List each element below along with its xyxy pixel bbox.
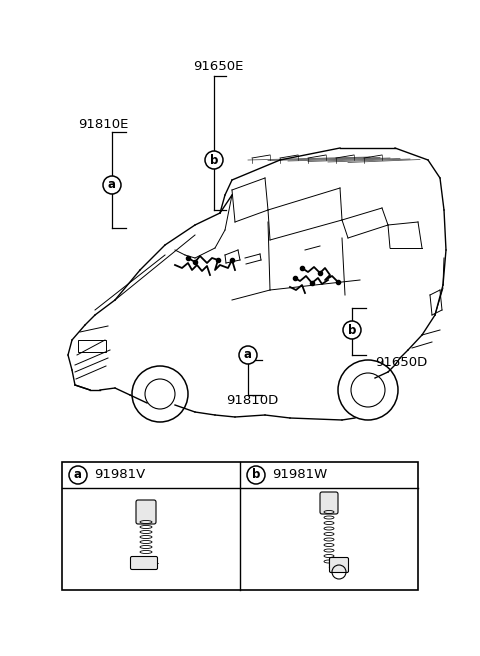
Text: b: b xyxy=(210,154,218,167)
Text: a: a xyxy=(74,468,82,482)
FancyBboxPatch shape xyxy=(131,556,157,569)
Circle shape xyxy=(205,151,223,169)
Circle shape xyxy=(343,321,361,339)
Circle shape xyxy=(103,176,121,194)
Circle shape xyxy=(69,466,87,484)
Text: 91650D: 91650D xyxy=(375,356,427,369)
FancyBboxPatch shape xyxy=(136,500,156,524)
Text: a: a xyxy=(108,178,116,192)
Text: 91981V: 91981V xyxy=(94,468,145,482)
FancyBboxPatch shape xyxy=(320,492,338,514)
Text: a: a xyxy=(244,348,252,361)
FancyBboxPatch shape xyxy=(329,558,348,573)
Bar xyxy=(62,462,418,590)
Text: b: b xyxy=(348,323,356,337)
Circle shape xyxy=(239,346,257,364)
Text: 91810D: 91810D xyxy=(226,394,278,407)
Text: b: b xyxy=(252,468,260,482)
Bar xyxy=(78,340,106,352)
Text: 91810E: 91810E xyxy=(78,119,128,131)
Text: 91650E: 91650E xyxy=(193,60,243,73)
Text: 91981W: 91981W xyxy=(272,468,327,482)
Circle shape xyxy=(247,466,265,484)
